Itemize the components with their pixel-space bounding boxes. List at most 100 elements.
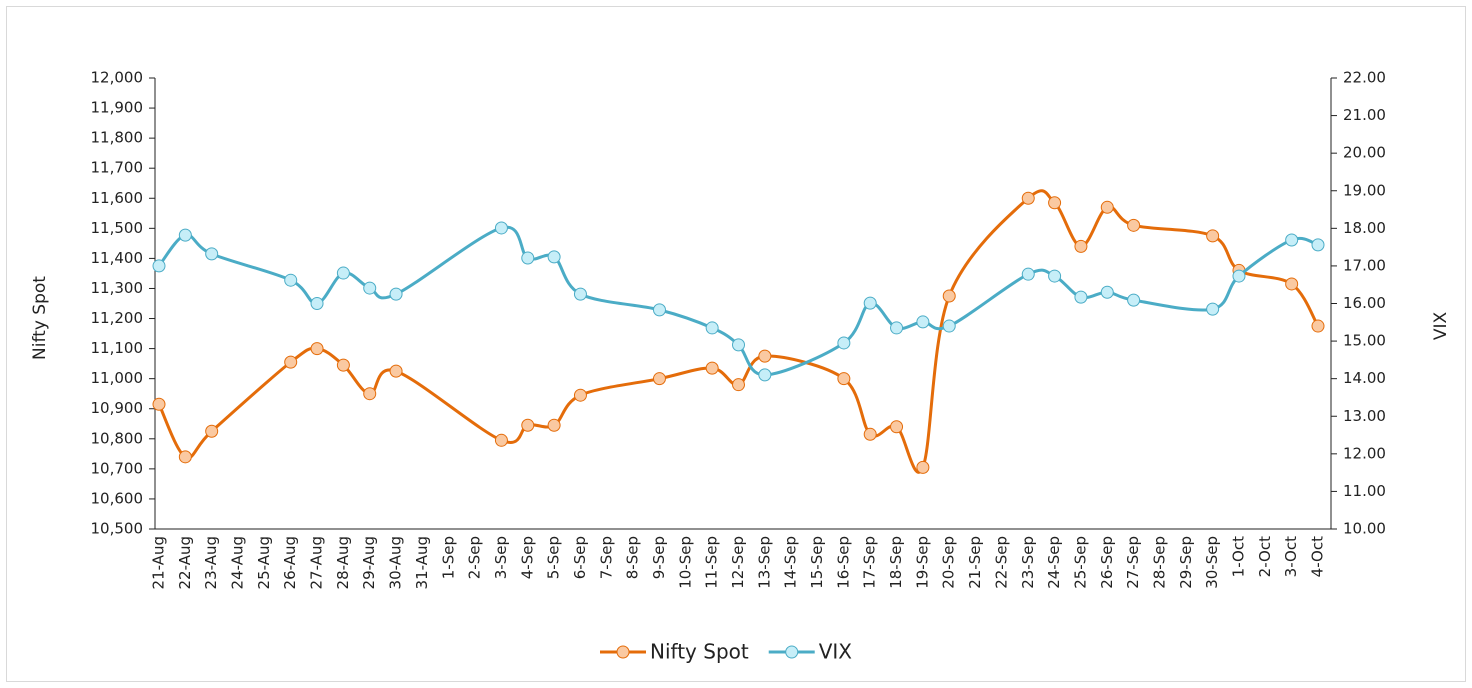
y2-tick-label: 11.00	[1343, 482, 1386, 500]
x-tick-label: 12-Sep	[729, 536, 747, 589]
x-tick-label: 23-Aug	[202, 536, 220, 589]
x-tick-label: 30-Aug	[387, 536, 405, 589]
x-tick-label: 18-Sep	[887, 536, 905, 589]
data-point	[1311, 319, 1325, 333]
data-point	[890, 321, 904, 335]
y-tick-label: 11,700	[91, 159, 144, 177]
legend-marker	[785, 645, 799, 659]
x-tick-label: 3-Sep	[492, 536, 510, 579]
data-point	[732, 378, 745, 392]
x-tick-label: 30-Sep	[1203, 536, 1221, 589]
data-point	[942, 289, 956, 303]
x-tick-label: 22-Aug	[176, 536, 194, 589]
x-tick-label: 31-Aug	[413, 536, 431, 589]
legend-label: Nifty Spot	[650, 640, 749, 664]
data-point	[1127, 293, 1141, 307]
data-point	[1048, 269, 1062, 283]
x-tick-label: 29-Sep	[1177, 536, 1195, 589]
x-tick-label: 17-Sep	[861, 536, 879, 589]
x-tick-label: 2-Sep	[466, 536, 484, 579]
y-tick-label: 10,600	[91, 489, 144, 507]
data-point	[863, 296, 877, 310]
x-tick-label: 28-Sep	[1150, 536, 1168, 589]
x-tick-label: 27-Aug	[308, 536, 326, 589]
data-point	[916, 315, 930, 329]
data-point	[1074, 290, 1088, 304]
data-point	[1285, 233, 1299, 247]
data-point	[521, 251, 535, 265]
y2-tick-label: 12.00	[1343, 444, 1386, 462]
data-point	[890, 420, 904, 434]
data-point	[389, 364, 403, 378]
x-tick-label: 28-Aug	[334, 536, 352, 589]
data-point	[758, 349, 772, 363]
data-point	[310, 342, 324, 356]
data-point	[837, 336, 851, 350]
y-tick-label: 10,800	[91, 429, 144, 447]
data-point	[1232, 269, 1246, 283]
data-point	[1021, 191, 1035, 205]
x-tick-label: 25-Sep	[1071, 536, 1089, 589]
x-tick-label: 9-Sep	[650, 536, 668, 579]
data-point	[547, 250, 561, 264]
data-point	[1206, 302, 1220, 316]
data-point	[547, 418, 561, 432]
data-point	[521, 418, 535, 432]
y2-tick-label: 16.00	[1343, 294, 1386, 312]
x-tick-label: 4-Oct	[1309, 536, 1327, 577]
y-tick-label: 11,200	[91, 309, 144, 327]
y-tick-label: 11,600	[91, 189, 144, 207]
data-point	[1048, 196, 1062, 210]
data-point	[705, 321, 719, 335]
data-point	[1206, 229, 1220, 243]
y2-tick-label: 15.00	[1343, 332, 1386, 350]
data-point	[205, 247, 219, 261]
data-point	[178, 228, 192, 242]
data-point	[1311, 238, 1325, 252]
x-tick-label: 13-Sep	[755, 536, 773, 589]
data-point	[310, 297, 324, 310]
data-point	[652, 303, 666, 317]
x-tick-label: 16-Sep	[834, 536, 852, 589]
y2-tick-label: 13.00	[1343, 407, 1386, 425]
data-point	[1100, 200, 1114, 214]
y-tick-label: 11,400	[91, 249, 144, 267]
data-point	[152, 259, 166, 273]
x-tick-label: 2-Oct	[1256, 536, 1274, 577]
x-tick-label: 8-Sep	[624, 536, 642, 579]
x-tick-label: 26-Sep	[1098, 536, 1116, 589]
data-point	[284, 273, 298, 287]
data-point	[152, 397, 166, 411]
y2-tick-label: 14.00	[1343, 369, 1386, 387]
data-point	[284, 355, 298, 369]
x-tick-label: 21-Aug	[150, 536, 168, 589]
x-tick-label: 6-Sep	[571, 536, 589, 579]
y2-tick-label: 21.00	[1343, 106, 1386, 124]
y-tick-label: 10,900	[91, 399, 144, 417]
x-tick-label: 21-Sep	[966, 536, 984, 589]
y-tick-label: 11,900	[91, 99, 144, 117]
x-tick-label: 14-Sep	[782, 536, 800, 589]
x-tick-label: 26-Aug	[281, 536, 299, 589]
y2-tick-label: 20.00	[1343, 144, 1386, 162]
data-point	[916, 460, 930, 474]
data-point	[705, 361, 719, 375]
x-tick-label: 25-Aug	[255, 536, 273, 589]
data-point	[652, 372, 666, 386]
x-tick-label: 10-Sep	[676, 536, 694, 589]
x-tick-label: 1-Oct	[1229, 536, 1247, 577]
data-point	[336, 266, 350, 280]
data-point	[1100, 285, 1114, 299]
y-tick-label: 10,700	[91, 459, 144, 477]
y-tick-label: 11,100	[91, 339, 144, 357]
data-point	[863, 427, 877, 441]
data-point	[178, 450, 192, 464]
y-axis-title: Nifty Spot	[30, 276, 50, 360]
y2-tick-label: 17.00	[1343, 256, 1386, 274]
data-point	[363, 281, 377, 295]
data-point	[494, 221, 508, 235]
data-point	[1127, 218, 1141, 232]
x-tick-label: 7-Sep	[597, 536, 615, 579]
y-tick-label: 11,300	[91, 279, 144, 297]
y-tick-label: 11,000	[91, 369, 144, 387]
